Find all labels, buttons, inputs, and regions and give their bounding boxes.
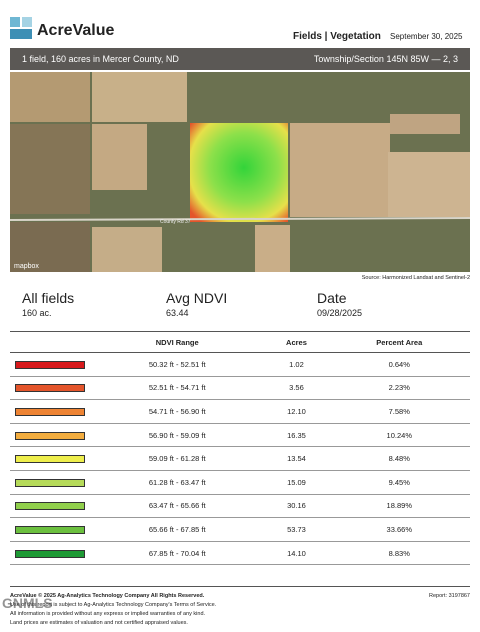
summary-item: Date 09/28/2025: [317, 290, 362, 318]
report-number: Report: 3197867: [429, 593, 470, 599]
cell: 9.45%: [328, 470, 470, 495]
cell: 16.35: [264, 423, 329, 448]
map: County Rd 37 mapbox: [10, 72, 470, 272]
summary-value: 09/28/2025: [317, 308, 363, 318]
cell: 15.09: [264, 470, 329, 495]
banner-right: Township/Section 145N 85W — 2, 3: [314, 54, 458, 64]
swatch-cell: [10, 541, 90, 566]
cell: 65.66 ft - 67.85 ft: [90, 517, 265, 542]
report-date: September 30, 2025: [390, 32, 463, 41]
cell: 63.47 ft - 65.66 ft: [90, 494, 265, 519]
color-swatch: [15, 478, 85, 487]
brand: AcreValue: [37, 22, 115, 39]
table-row: 59.09 ft - 61.28 ft 13.54 8.48%: [10, 446, 470, 471]
cell: 1.02: [264, 352, 329, 377]
swatch-cell: [10, 423, 90, 448]
township-label: Township/Section: [313, 54, 384, 64]
summary-value: 160 ac.: [22, 308, 52, 318]
swatch-cell: [10, 517, 90, 542]
table-row: 56.90 ft - 59.09 ft 16.35 10.24%: [10, 423, 470, 448]
footer: AcreValue © 2025 Ag-Analytics Technology…: [2, 586, 470, 626]
summary-item: Avg NDVI 63.44: [166, 290, 227, 318]
swatch-cell: [10, 352, 90, 377]
map-attribution: mapbox: [14, 263, 39, 270]
color-swatch: [15, 431, 85, 440]
township-value: 145N 85W — 2, 3: [386, 54, 458, 64]
logo: [10, 17, 32, 39]
cell: 8.48%: [328, 446, 470, 471]
banner: 1 field, 160 acres in Mercer County, ND …: [10, 48, 470, 70]
road-label: County Rd 37: [160, 219, 191, 225]
color-swatch: [15, 360, 85, 369]
summary-label: All fields: [22, 290, 75, 306]
copyright: AcreValue © 2025 Ag-Analytics Technology…: [10, 593, 205, 599]
cell: 18.89%: [328, 494, 470, 519]
swatch-cell: [10, 494, 90, 519]
cell: 10.24%: [328, 423, 470, 448]
report-type: Fields | Vegetation: [293, 31, 381, 42]
table-row: 61.28 ft - 63.47 ft 15.09 9.45%: [10, 470, 470, 495]
cell: 13.54: [264, 446, 329, 471]
cell: 12.10: [264, 399, 329, 424]
summary-label: Date: [317, 290, 347, 306]
footer-line: Use of this report is subject to Ag-Anal…: [10, 602, 217, 608]
cell: 3.56: [264, 376, 329, 401]
swatch-cell: [10, 446, 90, 471]
column-header: Percent Area: [328, 331, 470, 353]
color-swatch: [15, 549, 85, 558]
banner-left: 1 field, 160 acres in Mercer County, ND: [22, 54, 179, 64]
cell: 14.10: [264, 541, 329, 566]
cell: 53.73: [264, 517, 329, 542]
cell: 61.28 ft - 63.47 ft: [90, 470, 265, 495]
map-source: Source: Harmonized Landsat and Sentinel-…: [361, 275, 470, 281]
column-header: Acres: [264, 331, 329, 353]
table-row: 54.71 ft - 56.90 ft 12.10 7.58%: [10, 399, 470, 424]
column-header: NDVI Range: [90, 331, 265, 353]
swatch-cell: [10, 470, 90, 495]
swatch-cell: [10, 399, 90, 424]
table-row: 50.32 ft - 52.51 ft 1.02 0.64%: [10, 352, 470, 377]
cell: 33.66%: [328, 517, 470, 542]
cell: 30.16: [264, 494, 329, 519]
footer-line: All information is provided without any …: [10, 611, 206, 617]
table-row: 67.85 ft - 70.04 ft 14.10 8.83%: [10, 541, 470, 566]
summary-label: Avg NDVI: [166, 290, 228, 306]
color-swatch: [15, 407, 85, 416]
cell: 7.58%: [328, 399, 470, 424]
ndvi-table: NDVI Range Acres Percent Area 50.32 ft - 52…: [10, 331, 470, 566]
cell: 50.32 ft - 52.51 ft: [90, 352, 265, 377]
cell: 56.90 ft - 59.09 ft: [90, 423, 265, 448]
watermark: GNMLS: [2, 595, 53, 611]
cell: 54.71 ft - 56.90 ft: [90, 399, 265, 424]
color-swatch: [15, 455, 85, 464]
table-row: 52.51 ft - 54.71 ft 3.56 2.23%: [10, 376, 470, 401]
cell: 67.85 ft - 70.04 ft: [90, 541, 265, 566]
summary-value: 63.44: [166, 308, 189, 318]
table-row: 65.66 ft - 67.85 ft 53.73 33.66%: [10, 517, 470, 542]
footer-line: Land prices are estimates of valuation a…: [10, 620, 188, 626]
color-swatch: [15, 502, 85, 511]
cell: 8.83%: [328, 541, 470, 566]
cell: 2.23%: [328, 376, 470, 401]
swatch-cell: [10, 376, 90, 401]
color-swatch: [15, 384, 85, 393]
cell: 52.51 ft - 54.71 ft: [90, 376, 265, 401]
cell: 59.09 ft - 61.28 ft: [90, 446, 265, 471]
footer-notes: Use of this report is subject to Ag-Anal…: [10, 601, 216, 628]
table-row: 63.47 ft - 65.66 ft 30.16 18.89%: [10, 494, 470, 519]
cell: 0.64%: [328, 352, 470, 377]
header-row: NDVI Range Acres Percent Area: [10, 331, 470, 353]
summary-item: All fields 160 ac.: [22, 290, 74, 318]
color-swatch: [15, 525, 85, 534]
